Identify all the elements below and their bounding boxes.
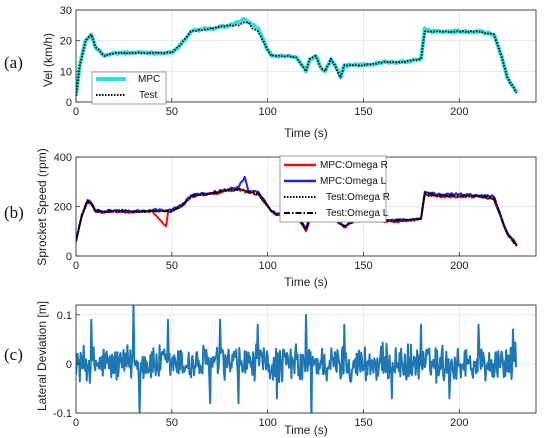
panel-label-b: (b): [4, 203, 24, 222]
x-tick-label: 150: [354, 417, 372, 429]
legend-box-b: [279, 155, 387, 223]
y-tick-label: 0: [66, 359, 72, 371]
x-tick-label: 100: [258, 106, 276, 118]
legend-label-test-omega-r: Test:Omega R: [326, 192, 390, 203]
legend-label-mpc: MPC: [138, 74, 160, 85]
legend-label-test-omega-l: Test:Omega L: [326, 208, 389, 219]
x-tick-label: 200: [450, 106, 468, 118]
y-tick-label: 0: [66, 251, 72, 263]
x-tick-label: 150: [354, 106, 372, 118]
legend-label-mpc-omega-l: MPC:Omega L: [320, 176, 387, 187]
panel-label-a: (a): [4, 53, 23, 72]
axes-frame: [75, 9, 537, 103]
ylabel-b: Sprocket Speed (rpm): [35, 148, 49, 265]
series-group: [76, 305, 518, 413]
y-tick-label: 30: [60, 5, 72, 17]
series-group: [76, 17, 519, 97]
x-tick-label: 100: [258, 260, 276, 272]
x-tick-label: 50: [166, 106, 178, 118]
xlabel-a: Time (s): [284, 126, 328, 140]
legend-a: MPC Test: [91, 71, 167, 105]
y-tick-label: 10: [60, 66, 72, 78]
y-tick-label: 400: [54, 152, 72, 164]
panel-a: (a) Vel (km/h) Time (s) 0 50 100 150 200 0 10 2…: [4, 5, 537, 140]
x-tick-label: 200: [450, 417, 468, 429]
plot-area-c: 0 50 100 150 200-0.100.1: [53, 304, 537, 429]
ylabel-a: Vel (km/h): [41, 33, 55, 87]
x-tick-label: 100: [258, 417, 276, 429]
x-tick-label: 0: [73, 260, 79, 272]
panel-c: (c) Lateral Deviation [m] Time (s) 0 50 10…: [4, 301, 537, 437]
x-tick-label: 50: [166, 260, 178, 272]
xlabel-c: Time (s): [284, 423, 328, 437]
x-tick-label: 0: [73, 106, 79, 118]
legend-label-mpc-omega-r: MPC:Omega R: [320, 160, 388, 171]
x-tick-label: 50: [166, 417, 178, 429]
y-tick-label: -0.1: [53, 408, 72, 420]
x-tick-label: 150: [354, 260, 372, 272]
y-tick-label: 200: [54, 202, 72, 214]
series-line-test: [76, 21, 518, 97]
y-tick-label: 20: [60, 36, 72, 48]
y-tick-label: 0: [66, 97, 72, 109]
plot-area-a: 0 50 100 150 200 0 10 20 30: [60, 5, 537, 118]
panel-label-c: (c): [4, 345, 23, 364]
legend-label-test: Test: [139, 90, 158, 101]
axes-frame: [75, 304, 537, 414]
series-line-deviation: [76, 305, 518, 413]
x-tick-label: 200: [450, 260, 468, 272]
xlabel-b: Time (s): [284, 275, 328, 289]
x-tick-label: 0: [73, 417, 79, 429]
legend-b: MPC:Omega R MPC:Omega L Test:Omega R Tes…: [279, 155, 390, 223]
ylabel-c: Lateral Deviation [m]: [35, 301, 49, 411]
y-tick-label: 0.1: [57, 310, 72, 322]
panel-b: (b) Sprocket Speed (rpm) Time (s) 0 50 100…: [4, 148, 537, 289]
